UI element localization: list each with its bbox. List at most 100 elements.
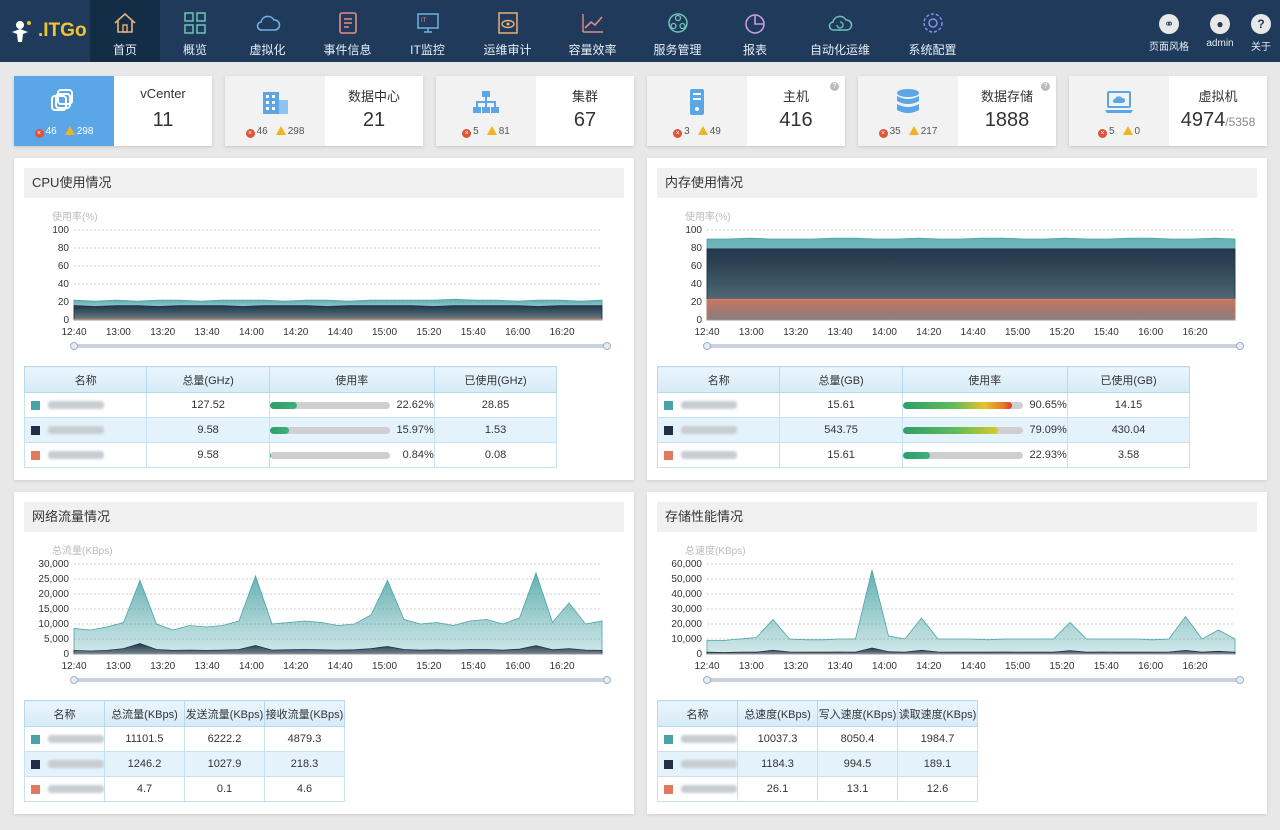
nav-item-events[interactable]: 事件信息 — [305, 0, 390, 62]
column-header[interactable]: 使用率 — [268, 366, 435, 393]
column-header[interactable]: 总流量(KBps) — [104, 700, 185, 727]
nav-item-audit[interactable]: 运维审计 — [465, 0, 550, 62]
stat-card-host[interactable]: × 3 49 ? 主机 416 — [647, 76, 845, 146]
zoom-handle-right[interactable] — [1236, 676, 1244, 684]
zoom-handle-right[interactable] — [1236, 342, 1244, 350]
column-header[interactable]: 发送流量(KBps) — [184, 700, 265, 727]
stat-card-datastore[interactable]: × 35 217 ? 数据存储 1888 — [858, 76, 1056, 146]
redacted-name — [681, 451, 737, 459]
name-wrap — [658, 425, 779, 435]
stat-card-vcenter[interactable]: × 46 298 vCenter 11 — [14, 76, 212, 146]
nav-item-virtualization[interactable]: 虚拟化 — [230, 0, 305, 62]
column-header[interactable]: 名称 — [23, 366, 148, 393]
admin-user-button[interactable]: ● admin — [1200, 14, 1240, 49]
nav-item-automation[interactable]: 自动化运维 — [790, 0, 890, 62]
zoom-handle-left[interactable] — [70, 342, 78, 350]
nav-item-service[interactable]: 服务管理 — [635, 0, 720, 62]
name-wrap — [25, 450, 146, 460]
x-tick-label: 13:00 — [106, 661, 131, 672]
stat-card-datacenter[interactable]: × 46 298 数据中心 21 — [225, 76, 423, 146]
column-header[interactable]: 名称 — [24, 700, 105, 727]
series-color-swatch — [31, 734, 40, 744]
series-color-swatch — [664, 784, 673, 794]
usage-percent: 22.62% — [396, 399, 434, 412]
column-header[interactable]: 写入速度(KBps) — [817, 700, 898, 727]
vm-total-count: /5358 — [1225, 115, 1256, 129]
column-header[interactable]: 总速度(KBps) — [737, 700, 818, 727]
about-button[interactable]: ? 关于 — [1246, 14, 1276, 53]
warning-count: 217 — [920, 126, 938, 137]
column-header[interactable]: 名称 — [656, 366, 781, 393]
column-header[interactable]: 接收流量(KBps) — [264, 700, 345, 727]
zoom-handle-left[interactable] — [703, 676, 711, 684]
nav-item-it-monitor[interactable]: IT IT监控 — [390, 0, 465, 62]
stat-card-cluster[interactable]: × 5 81 集群 67 — [436, 76, 634, 146]
series-color-swatch — [31, 425, 40, 435]
column-header[interactable]: 总量(GB) — [779, 366, 903, 393]
cloud-refresh-icon — [828, 15, 853, 31]
name-cell — [656, 392, 781, 418]
table-row[interactable]: 15.61 22.93% 3.58 — [656, 442, 1191, 468]
send-cell: 994.5 — [817, 751, 898, 777]
series-color-swatch — [664, 400, 673, 410]
column-header[interactable]: 读取速度(KBps) — [897, 700, 978, 727]
cpu-table: 名称 总量(GHz) 使用率 已使用(GHz) 127.52 22.62% 28.85 9.5… — [23, 366, 558, 468]
series-area-2 — [73, 643, 603, 655]
table-row[interactable]: 4.7 0.1 4.6 — [24, 776, 345, 802]
table-row[interactable]: 543.75 79.09% 430.04 — [656, 417, 1191, 443]
column-header[interactable]: 使用率 — [901, 366, 1068, 393]
usage-percent: 90.65% — [1029, 399, 1067, 412]
x-tick-label: 16:20 — [1182, 327, 1207, 338]
send-cell: 6222.2 — [184, 726, 265, 752]
redacted-name — [681, 760, 737, 768]
memory-chart: 使用率(%) 0 20 40 60 80 100 12:40 13:00 13:20 13:40 14… — [667, 208, 1247, 358]
error-icon: × — [245, 129, 255, 138]
zoom-handle-right[interactable] — [603, 342, 611, 350]
column-header[interactable]: 名称 — [657, 700, 738, 727]
table-row[interactable]: 9.58 0.84% 0.08 — [23, 442, 558, 468]
total-cell: 15.61 — [779, 442, 903, 468]
warning-count: 81 — [498, 126, 510, 137]
nav-item-settings[interactable]: 系统配置 — [890, 0, 975, 62]
service-icon — [667, 13, 688, 33]
table-row[interactable]: 1246.2 1027.9 218.3 — [24, 751, 345, 777]
recv-cell: 189.1 — [897, 751, 978, 777]
page-style-button[interactable]: ⚭ 页面风格 — [1144, 14, 1194, 53]
zoom-handle-left[interactable] — [703, 342, 711, 350]
x-tick-label: 14:00 — [872, 661, 897, 672]
itgo-logo[interactable]: .ITGo — [0, 0, 90, 62]
stat-card-vm[interactable]: × 5 0 虚拟机 4974/5358 — [1069, 76, 1267, 146]
zoom-handle-right[interactable] — [603, 676, 611, 684]
recv-cell: 1984.7 — [897, 726, 978, 752]
chart-svg: 总速度(KBps) 0 10,000 20,000 30,000 40,000 50,000… — [671, 544, 1244, 684]
usage-cell: 22.62% — [268, 392, 435, 418]
nav-item-reports[interactable]: 报表 — [720, 0, 790, 62]
error-count: 5 — [473, 126, 479, 137]
help-icon[interactable]: ? — [1041, 82, 1050, 91]
table-row[interactable]: 10037.3 8050.4 1984.7 — [657, 726, 978, 752]
usage-bar — [269, 426, 390, 434]
table-row[interactable]: 1184.3 994.5 189.1 — [657, 751, 978, 777]
table-row[interactable]: 127.52 22.62% 28.85 — [23, 392, 558, 418]
building-icon — [263, 92, 288, 114]
table-row[interactable]: 11101.5 6222.2 4879.3 — [24, 726, 345, 752]
warning-icon — [275, 126, 286, 135]
nav-item-home[interactable]: 首页 — [90, 0, 160, 62]
table-row[interactable]: 15.61 90.65% 14.15 — [656, 392, 1191, 418]
stat-title: vCenter — [140, 86, 186, 101]
nav-item-capacity[interactable]: 容量效率 — [550, 0, 635, 62]
zoom-handle-left[interactable] — [70, 676, 78, 684]
series-color-swatch — [31, 400, 40, 410]
x-tick-label: 16:20 — [549, 327, 574, 338]
table-row[interactable]: 9.58 15.97% 1.53 — [23, 417, 558, 443]
nav-label: 容量效率 — [568, 43, 617, 57]
help-icon[interactable]: ? — [830, 82, 839, 91]
nav-item-overview[interactable]: 概览 — [160, 0, 230, 62]
series-area-1 — [73, 571, 603, 655]
column-header[interactable]: 总量(GHz) — [146, 366, 270, 393]
column-header[interactable]: 已使用(GB) — [1066, 366, 1191, 393]
y-tick-label: 5,000 — [44, 634, 69, 645]
table-row[interactable]: 26.1 13.1 12.6 — [657, 776, 978, 802]
column-header[interactable]: 已使用(GHz) — [433, 366, 558, 393]
x-tick-label: 15:20 — [1049, 661, 1074, 672]
